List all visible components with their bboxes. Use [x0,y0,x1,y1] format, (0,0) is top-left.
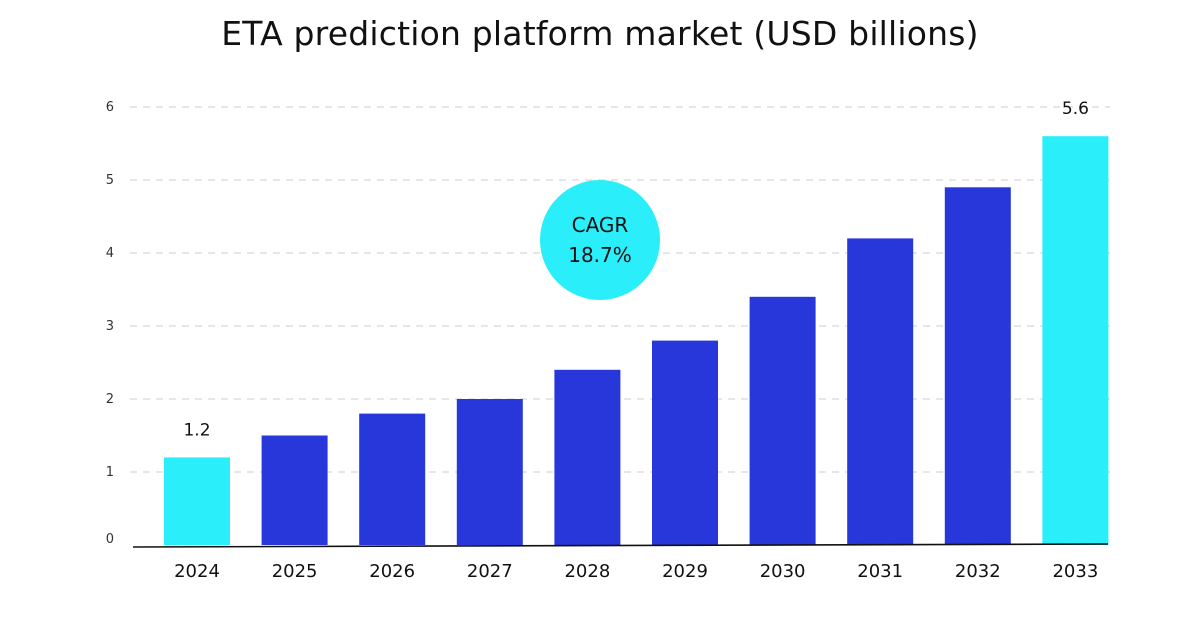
data-label: 1.2 [183,420,210,440]
bar [652,340,718,545]
x-tick-label: 2032 [955,561,1001,582]
y-tick-label: 6 [106,100,114,115]
y-tick-label: 0 [106,532,114,547]
y-tick-label: 1 [106,465,114,480]
cagr-badge: CAGR 18.7% [540,180,660,300]
data-label: 5.6 [1062,99,1089,119]
x-tick-label: 2025 [272,561,318,582]
bar [164,457,230,545]
x-tick-label: 2024 [174,561,220,582]
x-axis-ticks: 2024 2025 2026 2027 2028 2029 2030 2031 2032 2033 [174,561,1098,582]
bar [554,369,621,545]
x-tick-label: 2028 [564,561,610,582]
x-tick-label: 2033 [1052,561,1098,582]
y-tick-label: 5 [106,173,114,188]
y-tick-label: 2 [106,392,114,407]
bar [261,435,328,545]
bars [164,136,1109,546]
y-tick-label: 4 [106,246,114,261]
bar [749,296,816,545]
bar [847,238,914,545]
data-labels: 1.2 5.6 [183,99,1088,440]
x-tick-label: 2027 [467,561,513,582]
bar [456,399,523,545]
chart-title: ETA prediction platform market (USD bill… [221,14,979,53]
bar [1042,136,1109,545]
x-tick-label: 2029 [662,561,708,582]
cagr-badge-circle [540,180,660,300]
cagr-badge-value: 18.7% [568,243,632,267]
x-tick-label: 2026 [369,561,415,582]
cagr-badge-label: CAGR [572,213,629,237]
y-tick-label: 3 [106,319,114,334]
y-axis-ticks: 0 1 2 3 4 5 6 [106,100,114,547]
x-tick-label: 2031 [857,561,903,582]
bar [944,187,1011,546]
bar [359,413,426,545]
x-axis-line [132,543,1109,548]
x-tick-label: 2030 [760,561,806,582]
